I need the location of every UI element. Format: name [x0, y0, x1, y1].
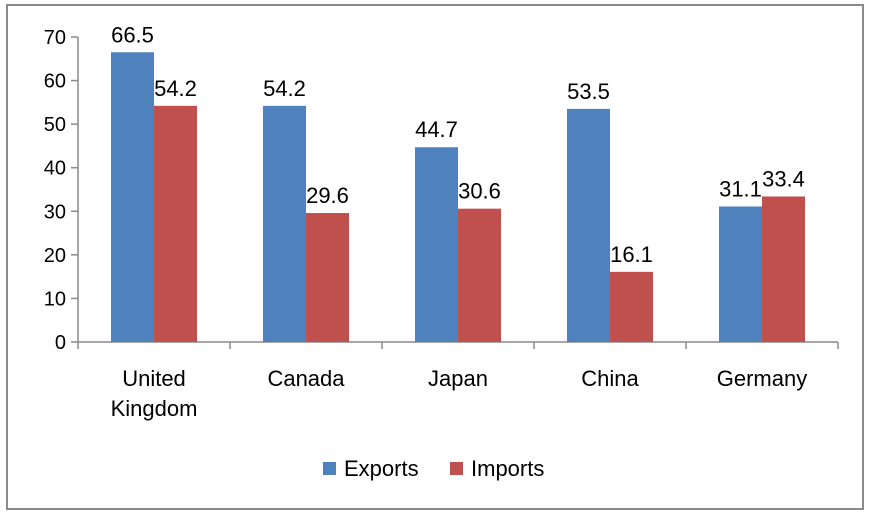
legend-label: Exports	[344, 456, 419, 481]
y-tick-label: 60	[44, 71, 66, 93]
data-label: 16.1	[610, 242, 653, 267]
y-tick-label: 70	[44, 27, 66, 49]
category-label: Germany	[717, 366, 807, 391]
chart-bars	[111, 52, 805, 343]
y-tick-label: 0	[55, 332, 66, 354]
legend-label: Imports	[471, 456, 544, 481]
y-tick-label: 50	[44, 114, 66, 136]
chart-axes: 0 10 20 30 40 50 60 70	[44, 27, 839, 354]
data-label: 30.6	[458, 179, 501, 204]
bar-imports	[610, 271, 653, 342]
data-label: 54.2	[263, 76, 306, 101]
category-label: Kingdom	[111, 396, 198, 421]
category-label: China	[581, 366, 639, 391]
category-label: United	[122, 366, 186, 391]
y-tick-label: 30	[44, 201, 66, 223]
data-label: 54.2	[154, 76, 197, 101]
data-label: 33.4	[762, 166, 805, 191]
category-label: Canada	[267, 366, 345, 391]
y-tick-label: 10	[44, 288, 66, 310]
bar-exports	[567, 108, 610, 343]
bar-exports	[719, 206, 762, 342]
bar-imports	[762, 196, 805, 342]
data-label: 53.5	[567, 79, 610, 104]
data-label: 29.6	[306, 183, 349, 208]
bar-exports	[263, 105, 306, 342]
chart-legend: Exports Imports	[323, 456, 544, 481]
legend-swatch	[323, 462, 336, 475]
chart-labels: United Kingdom 66.5 54.2 Canada 54.2 29.6 Japan…	[111, 22, 808, 421]
category-label: Japan	[428, 366, 488, 391]
data-label: 44.7	[415, 117, 458, 142]
y-tick-label: 20	[44, 245, 66, 267]
bar-exports	[111, 52, 154, 342]
bar-imports	[154, 105, 197, 342]
bar-imports	[458, 208, 501, 342]
legend-swatch	[450, 462, 463, 475]
data-label: 66.5	[111, 22, 154, 47]
bar-exports	[415, 147, 458, 342]
data-label: 31.1	[719, 176, 762, 201]
bar-imports	[306, 213, 349, 342]
y-tick-label: 40	[44, 158, 66, 180]
